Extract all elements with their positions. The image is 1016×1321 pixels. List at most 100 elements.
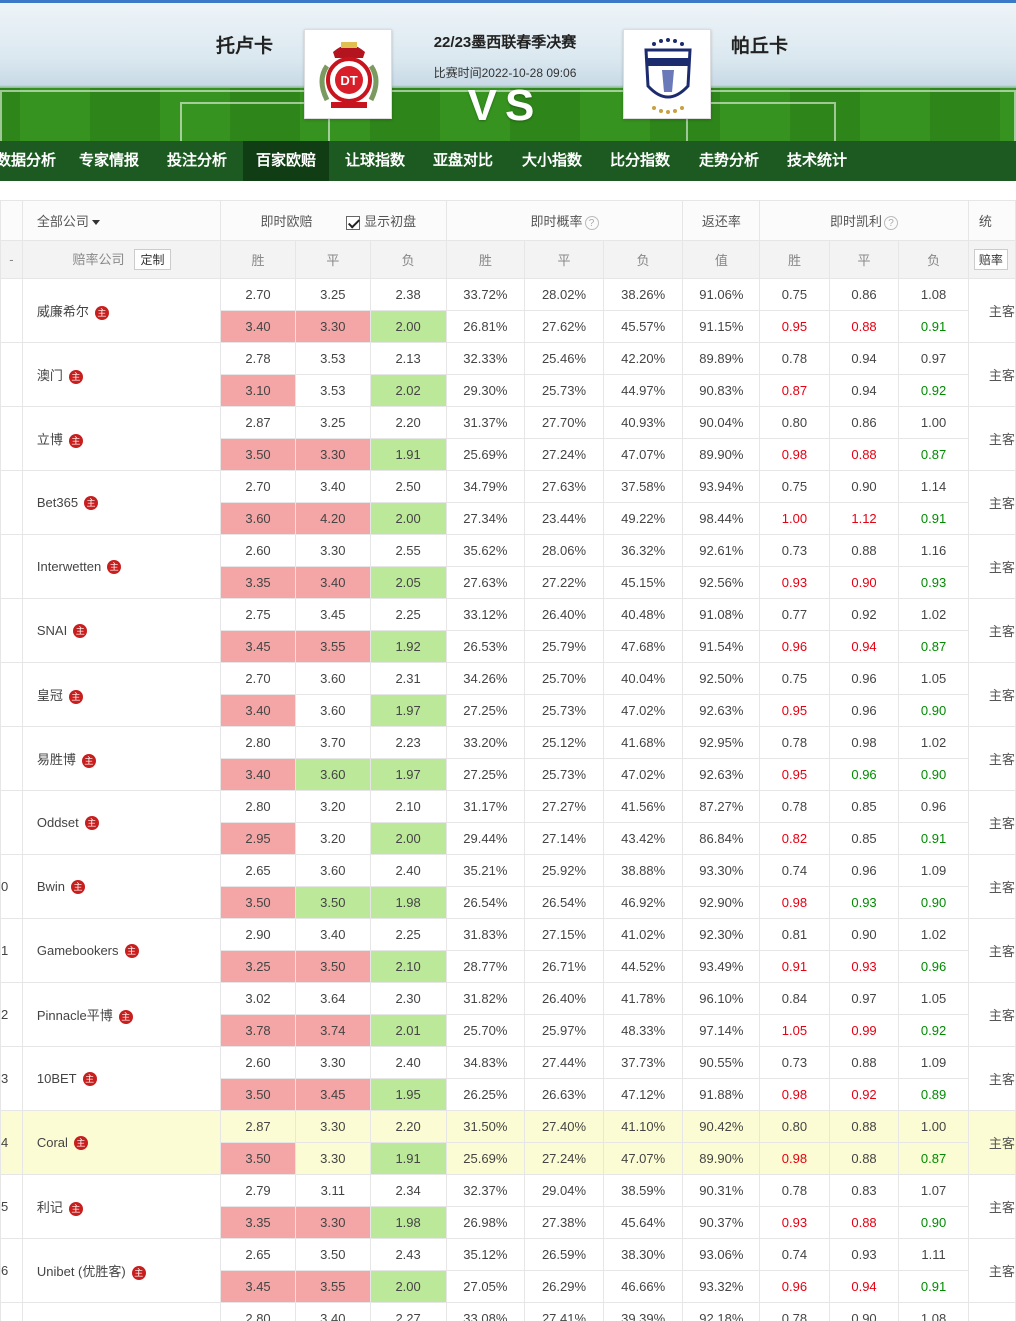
odds-draw[interactable]: 3.30 xyxy=(294,1142,371,1175)
odds-win[interactable]: 2.60 xyxy=(220,534,296,567)
odds-lose[interactable]: 2.02 xyxy=(369,374,447,407)
odds-lose[interactable]: 1.97 xyxy=(369,758,447,791)
odds-win[interactable]: 2.70 xyxy=(220,470,296,503)
odds-draw[interactable]: 3.64 xyxy=(294,982,371,1015)
odds-win[interactable]: 2.78 xyxy=(220,342,296,375)
odds-win[interactable]: 2.80 xyxy=(220,726,296,759)
odds-win[interactable]: 3.40 xyxy=(220,310,296,343)
odds-draw[interactable]: 3.11 xyxy=(294,1174,371,1207)
odds-draw[interactable]: 3.60 xyxy=(294,854,371,887)
nav-euro-odds[interactable]: 百家欧赔 xyxy=(243,141,329,181)
company-name[interactable]: Gamebookers 主 xyxy=(21,918,222,983)
odds-win[interactable]: 2.87 xyxy=(220,406,296,439)
odds-draw[interactable]: 3.20 xyxy=(294,790,371,823)
company-name[interactable]: 威廉希尔主 xyxy=(21,278,222,343)
odds-draw[interactable]: 3.53 xyxy=(294,342,371,375)
main-away-link[interactable]: 主客 xyxy=(967,470,1016,535)
odds-lose[interactable]: 2.20 xyxy=(369,406,447,439)
odds-win[interactable]: 2.70 xyxy=(220,278,296,311)
company-name[interactable]: Pinnacle平博主 xyxy=(21,982,222,1047)
odds-lose[interactable]: 2.30 xyxy=(369,982,447,1015)
nav-trend-analysis[interactable]: 走势分析 xyxy=(698,152,759,169)
odds-lose[interactable]: 2.43 xyxy=(369,1238,447,1271)
odds-draw[interactable]: 3.70 xyxy=(294,726,371,759)
main-away-link[interactable]: 主客 xyxy=(967,342,1016,407)
odds-draw[interactable]: 3.74 xyxy=(294,1014,371,1047)
company-name[interactable]: 皇冠主 xyxy=(21,662,222,727)
help-icon[interactable]: ? xyxy=(884,215,899,230)
away-team-logo[interactable] xyxy=(623,29,711,119)
odds-lose[interactable]: 2.27 xyxy=(369,1302,447,1321)
odds-win[interactable]: 3.50 xyxy=(220,438,296,471)
odds-lose[interactable]: 1.98 xyxy=(369,1206,447,1239)
odds-lose[interactable]: 1.91 xyxy=(369,1142,447,1175)
odds-draw[interactable]: 3.55 xyxy=(294,1270,371,1303)
main-away-link[interactable] xyxy=(967,1302,1016,1321)
show-initial-toggle[interactable]: 显示初盘 xyxy=(346,214,416,230)
odds-win[interactable]: 3.02 xyxy=(220,982,296,1015)
main-away-link[interactable]: 主客 xyxy=(967,854,1016,919)
odds-draw[interactable]: 3.45 xyxy=(294,1078,371,1111)
odds-win[interactable]: 2.80 xyxy=(220,790,296,823)
odds-win[interactable]: 2.95 xyxy=(220,822,296,855)
company-name[interactable]: 易胜博主 xyxy=(21,726,222,791)
odds-draw[interactable]: 3.50 xyxy=(294,950,371,983)
odds-draw[interactable]: 3.40 xyxy=(294,918,371,951)
company-name[interactable]: 10BET 主 xyxy=(21,1046,222,1111)
odds-win[interactable]: 3.45 xyxy=(220,630,296,663)
odds-win[interactable]: 2.70 xyxy=(220,662,296,695)
main-away-link[interactable]: 主客 xyxy=(967,726,1016,791)
company-name[interactable] xyxy=(21,1302,222,1321)
odds-lose[interactable]: 2.40 xyxy=(369,854,447,887)
odds-draw[interactable]: 3.40 xyxy=(294,470,371,503)
main-away-link[interactable]: 主客 xyxy=(967,406,1016,471)
checkbox-checked-icon[interactable] xyxy=(346,215,361,230)
company-name[interactable]: Interwetten 主 xyxy=(21,534,222,599)
odds-win[interactable]: 2.65 xyxy=(220,854,296,887)
odds-draw[interactable]: 3.60 xyxy=(294,758,371,791)
company-name[interactable]: Oddset 主 xyxy=(21,790,222,855)
company-name[interactable]: Unibet (优胜客) 主 xyxy=(21,1238,222,1303)
odds-win[interactable]: 3.78 xyxy=(220,1014,296,1047)
odds-draw[interactable]: 4.20 xyxy=(294,502,371,535)
company-name[interactable]: Bwin 主 xyxy=(21,854,222,919)
odds-draw[interactable]: 3.25 xyxy=(294,278,371,311)
company-name[interactable]: 澳门主 xyxy=(21,342,222,407)
odds-draw[interactable]: 3.53 xyxy=(294,374,371,407)
main-away-link[interactable]: 主客 xyxy=(967,598,1016,663)
nav-expert-intel[interactable]: 专家情报 xyxy=(78,152,139,169)
odds-win[interactable]: 2.90 xyxy=(220,918,296,951)
odds-lose[interactable]: 2.50 xyxy=(369,470,447,503)
odds-draw[interactable]: 3.40 xyxy=(294,566,371,599)
odds-draw[interactable]: 3.60 xyxy=(294,694,371,727)
odds-draw[interactable]: 3.30 xyxy=(294,310,371,343)
odds-lose[interactable]: 2.23 xyxy=(369,726,447,759)
main-away-link[interactable]: 主客 xyxy=(967,790,1016,855)
odds-lose[interactable]: 2.00 xyxy=(369,822,447,855)
odds-lose[interactable]: 2.05 xyxy=(369,566,447,599)
odds-win[interactable]: 3.40 xyxy=(220,758,296,791)
company-name[interactable]: 立博主 xyxy=(21,406,222,471)
odds-lose[interactable]: 1.97 xyxy=(369,694,447,727)
odds-draw[interactable]: 3.30 xyxy=(294,534,371,567)
main-away-link[interactable]: 主客 xyxy=(967,918,1016,983)
main-away-link[interactable]: 主客 xyxy=(967,1046,1016,1111)
odds-win[interactable]: 3.45 xyxy=(220,1270,296,1303)
odds-draw[interactable]: 3.30 xyxy=(294,1046,371,1079)
help-icon[interactable]: ? xyxy=(584,215,599,230)
odds-draw[interactable]: 3.30 xyxy=(294,1206,371,1239)
company-name[interactable]: SNAI 主 xyxy=(21,598,222,663)
odds-lose[interactable]: 1.95 xyxy=(369,1078,447,1111)
nav-handicap-index[interactable]: 让球指数 xyxy=(344,152,405,169)
odds-draw[interactable]: 3.25 xyxy=(294,406,371,439)
odds-draw[interactable]: 3.60 xyxy=(294,662,371,695)
main-away-link[interactable]: 主客 xyxy=(967,1174,1016,1239)
customize-button[interactable]: 定制 xyxy=(134,249,171,270)
odds-lose[interactable]: 1.91 xyxy=(369,438,447,471)
nav-betting-analysis[interactable]: 投注分析 xyxy=(166,152,227,169)
odds-win[interactable]: 3.40 xyxy=(220,694,296,727)
all-companies-dropdown[interactable]: 全部公司 xyxy=(21,200,222,241)
odds-draw[interactable]: 3.30 xyxy=(294,438,371,471)
odds-type-button[interactable]: 赔率 xyxy=(973,249,1008,270)
odds-win[interactable]: 3.50 xyxy=(220,886,296,919)
